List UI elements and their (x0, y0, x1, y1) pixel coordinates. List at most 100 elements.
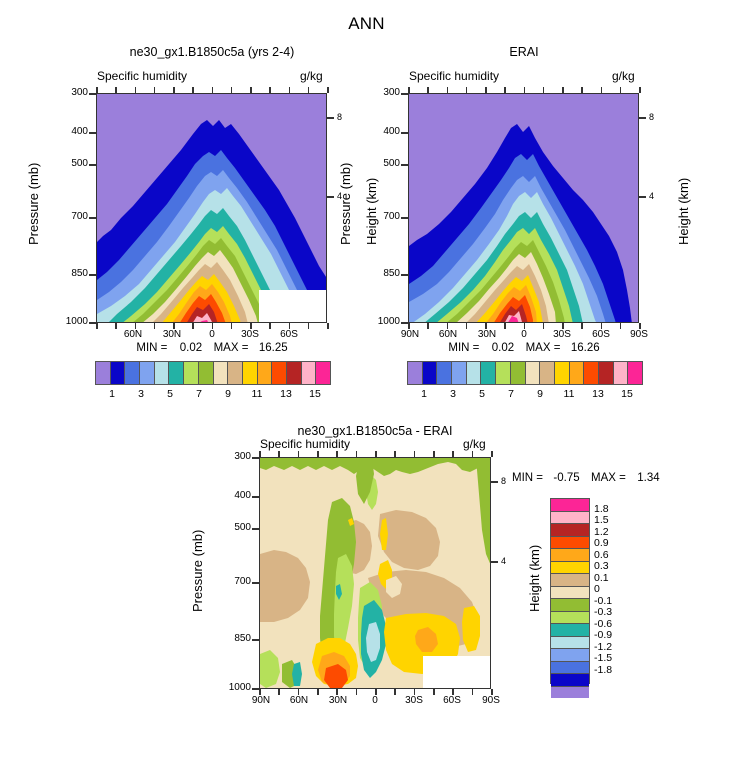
xtick-mark (504, 87, 506, 93)
ytick-difference-1: 400 (234, 490, 251, 501)
xtick-mark (297, 689, 300, 695)
xtick-mark (427, 323, 429, 329)
xtick-mark (465, 323, 468, 329)
panel-units-obs: g/kg (612, 69, 635, 83)
xtick-mark (317, 689, 319, 695)
xtick-mark (192, 323, 194, 329)
ytick-mark-model-3 (89, 217, 96, 219)
contour-plot-model[interactable] (96, 93, 327, 323)
colorbar-swatch-4 (153, 362, 169, 384)
colorbar-diff-swatch-11 (551, 635, 589, 648)
colorbar-diff-swatch-15 (551, 685, 589, 698)
minmax-model: MIN = 0.02 MAX = 16.25 (96, 342, 328, 354)
xtick-mark (211, 87, 213, 93)
xtick-obs-3: 0 (521, 329, 527, 340)
contour-plot-obs[interactable] (408, 93, 639, 323)
colorbar-swatch-15 (315, 362, 330, 384)
colorbar-swatch-8 (212, 362, 228, 384)
xtick-model-4: 60S (280, 329, 298, 340)
ytick-obs-4: 850 (383, 268, 400, 279)
colorbar-model[interactable] (95, 361, 331, 385)
min-label-model: MIN = (136, 342, 168, 354)
colorbar-diff-swatch-13 (551, 660, 589, 673)
xtick-mark (269, 323, 271, 329)
min-value-difference: -0.75 (553, 472, 580, 484)
xtick-mark (278, 451, 280, 457)
cbar-label-model-0: 1 (109, 388, 115, 400)
y-axis-label-difference: Pressure (mb) (190, 529, 205, 612)
xtick-mark (471, 689, 474, 695)
colorbar-diff-swatch-5 (551, 560, 589, 573)
cbar-label-obs-6: 13 (592, 388, 604, 400)
colorbar-swatch-15 (627, 362, 642, 384)
ytick-mark-model-5 (89, 322, 96, 324)
xtick-mark (250, 87, 252, 93)
xtick-mark (433, 689, 435, 695)
min-label-difference: MIN = (512, 472, 543, 484)
cbar-label-obs-7: 15 (621, 388, 633, 400)
xtick-mark (504, 323, 506, 329)
xtick-mark (115, 87, 117, 93)
min-value-model: 0.02 (179, 342, 203, 354)
missing-data-region-model (259, 290, 326, 322)
xtick-model-1: 30N (162, 329, 182, 340)
ytick-model-5: 1000 (65, 316, 88, 327)
xtick-mark (471, 451, 474, 457)
colorbar-diff-swatch-0 (551, 499, 589, 511)
xtick-mark (413, 689, 416, 695)
xtick-mark (408, 323, 410, 329)
colorbar-diff-label-14: -1.8 (594, 663, 613, 676)
colorbar-obs[interactable] (407, 361, 643, 385)
xtick-mark (278, 689, 280, 695)
xtick-mark (153, 323, 156, 329)
cbar-label-model-7: 15 (309, 388, 321, 400)
colorbar-diff-swatch-12 (551, 648, 589, 661)
xtick-mark (355, 689, 358, 695)
xtick-mark (433, 451, 435, 457)
y2tick-obs-1: 4 (649, 191, 655, 201)
colorbar-diff-swatch-14 (551, 673, 589, 686)
xtick-mark (259, 689, 261, 695)
colorbar-difference[interactable] (550, 498, 590, 698)
xtick-mark (408, 87, 410, 93)
y2-axis-label-obs: Height (km) (676, 177, 691, 245)
xtick-mark (317, 451, 319, 457)
colorbar-diff-swatch-7 (551, 585, 589, 598)
colorbar-swatch-7 (509, 362, 525, 384)
ytick-obs-0: 300 (383, 87, 400, 98)
colorbar-swatch-14 (612, 362, 628, 384)
xtick-mark (562, 87, 564, 93)
ytick-mark-obs-2 (401, 164, 408, 166)
xtick-mark (327, 87, 329, 93)
colorbar-swatch-4 (465, 362, 481, 384)
contour-svg-difference (260, 458, 490, 688)
colorbar-diff-swatch-6 (551, 573, 589, 586)
colorbar-diff-label-5: 0.3 (594, 560, 609, 572)
colorbar-diff-label-10: -0.6 (594, 617, 613, 630)
colorbar-swatch-6 (183, 362, 198, 384)
xtick-mark (465, 87, 468, 93)
xtick-mark (297, 451, 300, 457)
cbar-label-model-5: 11 (251, 388, 263, 400)
xtick-mark (394, 451, 396, 457)
ytick-mark-model-4 (89, 274, 96, 276)
contour-plot-difference[interactable] (259, 457, 491, 689)
xtick-mark (134, 87, 136, 93)
ytick-mark-difference-2 (252, 528, 259, 530)
max-label-model: MAX = (213, 342, 249, 354)
colorbar-diff-swatch-3 (551, 535, 589, 548)
ytick-obs-1: 400 (383, 126, 400, 137)
cbar-label-obs-1: 3 (450, 388, 456, 400)
ytick-model-4: 850 (71, 268, 88, 279)
colorbar-swatch-11 (568, 362, 584, 384)
colorbar-swatch-13 (285, 362, 301, 384)
ytick-mark-difference-3 (252, 582, 259, 584)
xtick-mark (427, 87, 429, 93)
xtick-obs-4: 30S (553, 329, 571, 340)
xtick-mark (639, 323, 641, 329)
colorbar-diff-swatch-9 (551, 610, 589, 623)
y2tick-mark-obs-1 (639, 196, 646, 198)
y2tick-mark-difference-1 (491, 561, 498, 563)
xtick-obs-0: 90N (400, 329, 420, 340)
xtick-difference-2: 30N (328, 695, 348, 706)
